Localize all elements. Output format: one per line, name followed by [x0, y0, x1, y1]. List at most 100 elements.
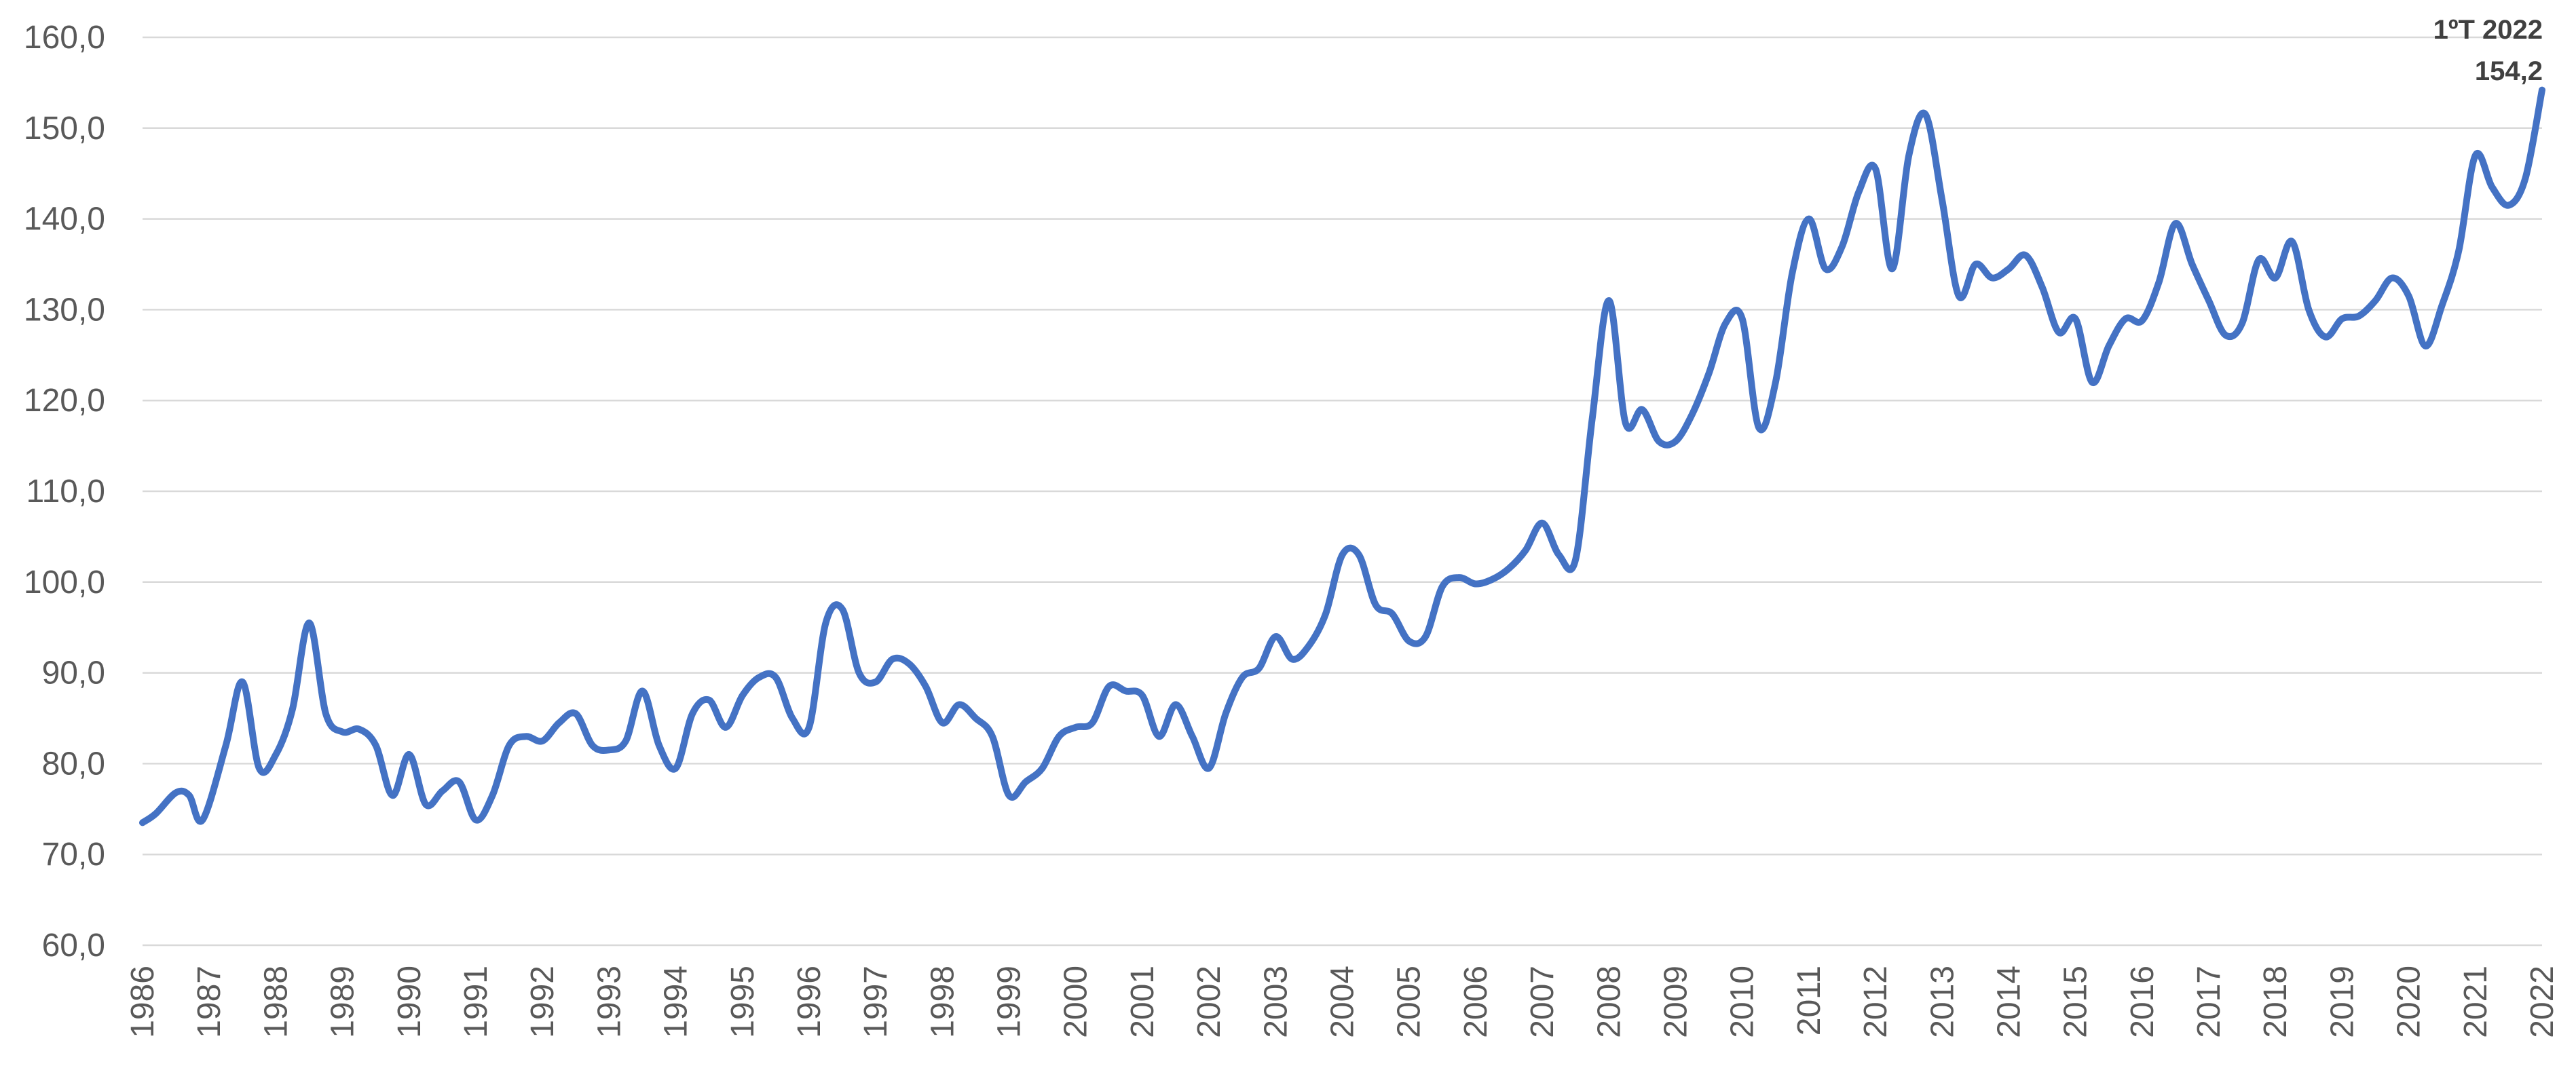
x-tick-label: 2018 — [2258, 966, 2294, 1038]
data-point — [1022, 778, 1029, 785]
data-point — [2122, 316, 2129, 322]
data-point — [572, 710, 579, 717]
data-point — [2106, 343, 2112, 349]
data-point — [1072, 724, 1079, 731]
x-tick-label: 1993 — [591, 966, 627, 1038]
x-tick-label: 2003 — [1258, 966, 1294, 1038]
data-point — [2055, 329, 2062, 336]
data-point — [1139, 692, 1146, 699]
data-point — [739, 692, 746, 699]
data-point — [2022, 252, 2029, 259]
x-axis-tick-labels: 1986 1987 1988 1989 1990 1991 1992 1993 1994 1995… — [125, 966, 2560, 1038]
data-point — [2439, 302, 2446, 309]
x-tick-label: 2000 — [1058, 966, 1094, 1038]
data-point — [1389, 611, 1396, 617]
data-point — [556, 719, 563, 726]
data-point — [1622, 420, 1629, 427]
x-tick-label: 1997 — [858, 966, 894, 1038]
data-point — [2322, 334, 2329, 341]
data-point — [1489, 576, 1495, 583]
data-point — [455, 778, 462, 785]
x-tick-label: 1989 — [325, 966, 361, 1038]
data-point — [2472, 152, 2479, 159]
data-point — [1322, 611, 1329, 617]
data-point — [199, 816, 206, 823]
data-point — [322, 710, 329, 717]
x-tick-label: 2011 — [1791, 966, 1827, 1035]
data-point — [1556, 552, 1563, 558]
data-point — [1789, 270, 1795, 277]
x-tick-label: 1994 — [658, 966, 694, 1038]
x-tick-label: 1991 — [458, 966, 494, 1038]
data-point — [2355, 313, 2362, 320]
data-point — [1922, 111, 1929, 118]
data-point — [1772, 379, 1779, 385]
y-tick-label: 80,0 — [42, 746, 105, 782]
data-point — [1472, 580, 1479, 587]
data-point — [256, 765, 263, 772]
data-point — [1406, 638, 1413, 645]
data-point — [1122, 687, 1129, 694]
data-point — [922, 683, 929, 690]
x-tick-label: 2010 — [1725, 966, 1761, 1038]
x-tick-label: 2009 — [1658, 966, 1694, 1038]
data-point — [186, 792, 193, 799]
y-tick-label: 120,0 — [24, 383, 105, 419]
data-point — [605, 746, 612, 753]
data-point — [356, 726, 362, 733]
data-point — [689, 710, 696, 717]
data-point — [472, 816, 479, 823]
x-tick-label: 1996 — [791, 966, 827, 1038]
data-point — [1506, 565, 1512, 572]
data-point — [622, 738, 629, 744]
data-point — [2172, 220, 2179, 227]
y-tick-label: 110,0 — [26, 474, 105, 510]
x-tick-label: 2016 — [2125, 966, 2161, 1038]
data-point — [139, 819, 146, 826]
y-tick-label: 160,0 — [24, 20, 105, 56]
data-point — [2072, 316, 2079, 322]
data-point — [1589, 415, 1596, 422]
data-point — [373, 742, 379, 749]
data-point — [2338, 316, 2345, 322]
x-tick-label: 1986 — [125, 966, 161, 1038]
data-point — [439, 788, 446, 795]
data-point — [2139, 317, 2146, 324]
data-points — [139, 87, 2545, 826]
data-point — [806, 724, 813, 731]
y-tick-label: 70,0 — [42, 837, 105, 873]
data-point — [289, 706, 296, 712]
data-point — [1939, 197, 1945, 204]
data-point — [755, 674, 762, 681]
data-point — [2522, 174, 2528, 181]
series-line-index — [139, 86, 2545, 826]
x-tick-label: 2021 — [2458, 966, 2494, 1038]
data-point — [1605, 297, 1612, 304]
x-tick-label: 2001 — [1125, 966, 1161, 1038]
data-point — [2222, 332, 2229, 339]
data-labels: 1ºT 2022 154,2 — [2433, 15, 2543, 86]
data-point — [1373, 601, 1379, 608]
data-point — [1455, 574, 1462, 581]
data-point — [906, 660, 912, 667]
data-point — [2305, 306, 2312, 313]
x-tick-label: 1999 — [992, 966, 1028, 1038]
data-point — [422, 801, 429, 808]
data-point — [1889, 265, 1896, 272]
data-point — [2406, 292, 2412, 299]
data-point — [839, 606, 846, 613]
data-point — [1356, 552, 1362, 558]
data-point — [656, 742, 662, 749]
data-point — [2005, 265, 2012, 272]
data-point — [1006, 792, 1013, 799]
data-point — [1822, 265, 1829, 272]
data-point — [1739, 316, 1746, 322]
data-point — [1172, 701, 1179, 708]
data-point — [2488, 184, 2495, 191]
x-tick-label: 1988 — [258, 966, 294, 1038]
data-point — [1689, 411, 1696, 417]
data-point — [1989, 275, 1996, 282]
data-point — [872, 679, 879, 685]
x-tick-label: 2004 — [1325, 966, 1361, 1038]
x-tick-label: 2017 — [2191, 966, 2227, 1038]
